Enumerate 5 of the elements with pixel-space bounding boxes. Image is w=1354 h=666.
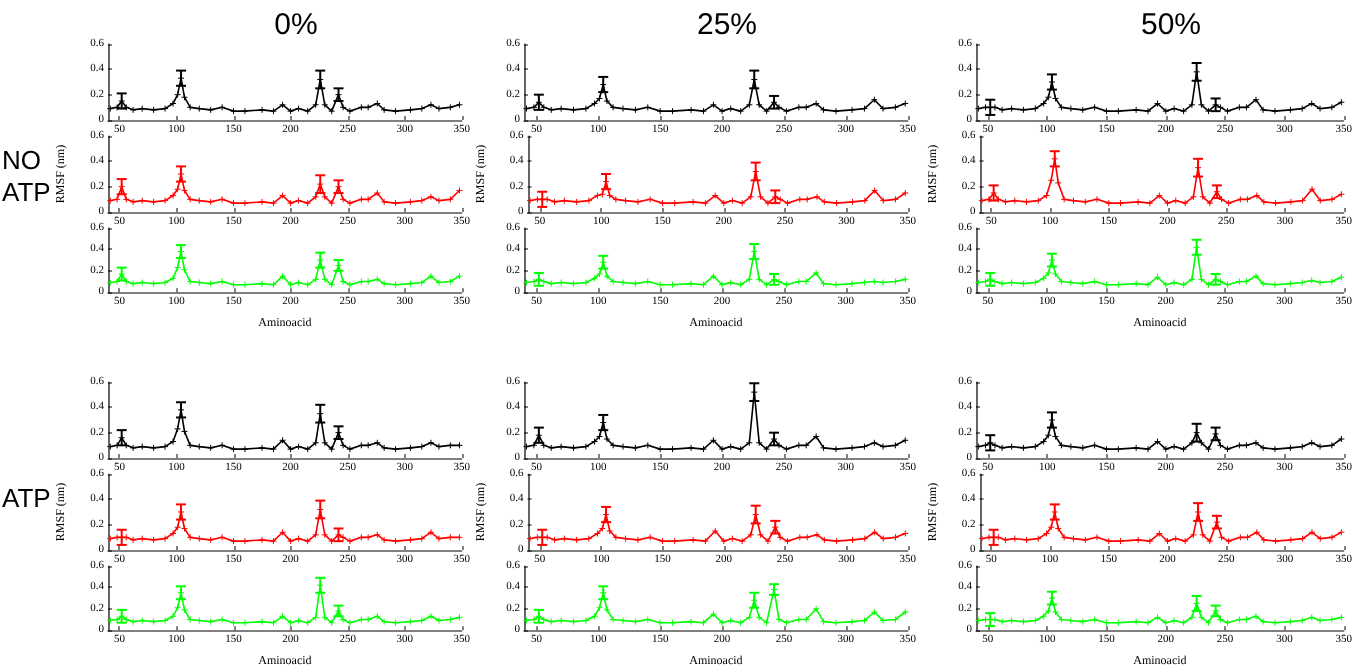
text: NO ATP xyxy=(2,145,51,207)
chart-title: 0% xyxy=(274,8,318,42)
chart-title: 25% xyxy=(696,8,758,42)
chart-title: 50% xyxy=(1140,8,1202,42)
text: ATP xyxy=(2,483,51,513)
